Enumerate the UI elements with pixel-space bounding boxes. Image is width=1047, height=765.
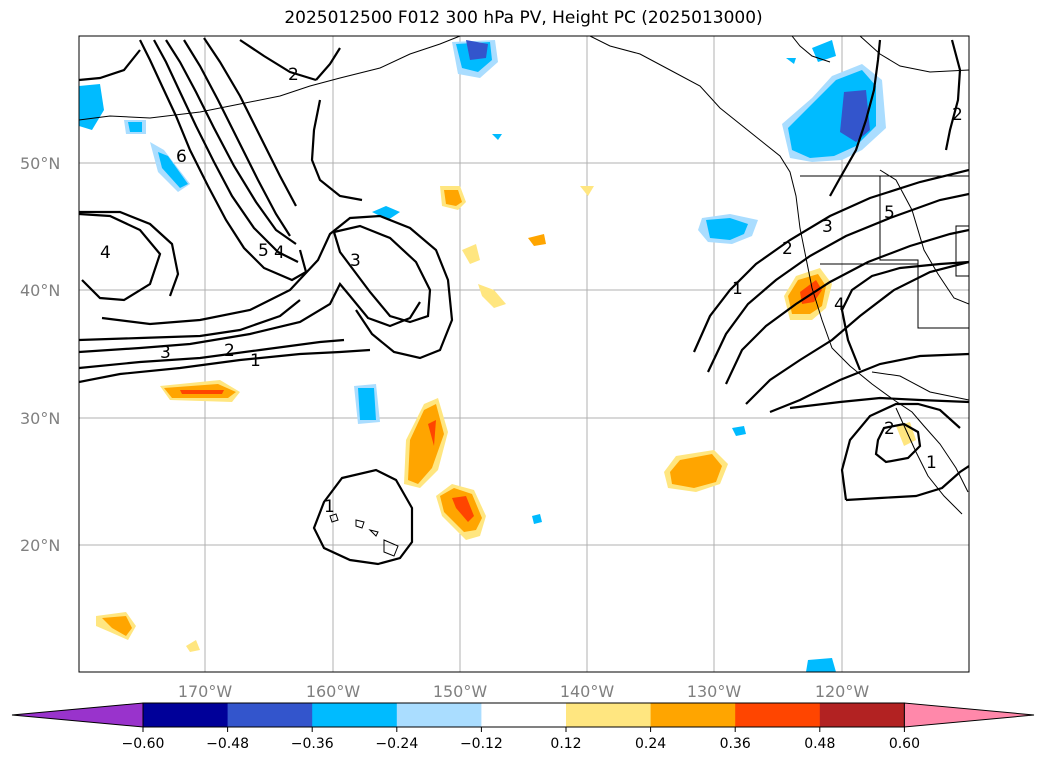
height-contours — [79, 37, 969, 566]
lat-label: 40°N — [20, 281, 60, 300]
colorbar-ticks: −0.60 −0.48 −0.36 −0.24 −0.12 0.12 0.24 0.36 0.4… — [122, 727, 920, 752]
contour-label: 2 — [288, 65, 299, 85]
colorbar-tick-label: −0.48 — [206, 736, 249, 752]
lat-label: 20°N — [20, 536, 60, 555]
hawaii-islands — [329, 513, 399, 557]
colorbar-tick-label: 0.48 — [804, 736, 835, 752]
colorbar-segment — [396, 703, 482, 727]
positive-pv-areas — [96, 186, 916, 652]
contour-label: 3 — [350, 251, 361, 271]
colorbar-tick-label: 0.60 — [889, 736, 920, 752]
colorbar-tick-label: 0.12 — [550, 736, 581, 752]
contour-label: 3 — [160, 343, 171, 363]
contour-label: 4 — [834, 295, 845, 315]
colorbar-tick-label: 0.36 — [720, 736, 751, 752]
coastlines — [79, 36, 969, 515]
lon-label: 140°W — [560, 682, 615, 701]
colorbar-extend-high — [903, 702, 1035, 728]
latitude-labels: 50°N 40°N 30°N 20°N — [20, 154, 60, 555]
contour-label: 1 — [250, 351, 261, 371]
contour-label: 2 — [952, 105, 963, 125]
map-title: 2025012500 F012 300 hPa PV, Height PC (2… — [284, 8, 763, 28]
colorbar-segment — [312, 703, 398, 727]
lon-label: 150°W — [433, 682, 488, 701]
colorbar-tick-label: −0.36 — [291, 736, 334, 752]
contour-label: 2 — [782, 239, 793, 259]
contour-label: 3 — [822, 217, 833, 237]
contour-label: 4 — [274, 243, 285, 263]
colorbar-segment — [143, 703, 229, 727]
contour-label: 1 — [926, 453, 937, 473]
colorbar-tick-label: −0.60 — [122, 736, 165, 752]
contour-labels: 2 6 5 4 3 3 2 1 4 1 1 2 3 5 4 2 1 2 — [100, 65, 963, 517]
lat-label: 30°N — [20, 409, 60, 428]
contour-label: 5 — [884, 203, 895, 223]
contour-label: 5 — [258, 241, 269, 261]
colorbar-extend-low — [11, 702, 144, 728]
contour-label: 6 — [176, 147, 187, 167]
colorbar-segment — [735, 703, 821, 727]
lat-label: 50°N — [20, 154, 60, 173]
lon-label: 160°W — [306, 682, 361, 701]
lon-label: 120°W — [815, 682, 870, 701]
colorbar-tick-label: −0.12 — [460, 736, 503, 752]
lon-label: 170°W — [178, 682, 233, 701]
contour-label: 1 — [732, 279, 743, 299]
colorbar-tick-label: −0.24 — [375, 736, 418, 752]
colorbar-segment — [566, 703, 652, 727]
colorbar — [11, 702, 1035, 728]
colorbar-segment — [819, 703, 905, 727]
contour-label: 2 — [884, 419, 895, 439]
map-frame — [78, 35, 970, 673]
lon-label: 130°W — [687, 682, 742, 701]
longitude-labels: 170°W 160°W 150°W 140°W 130°W 120°W — [178, 682, 870, 701]
colorbar-segment — [227, 703, 313, 727]
colorbar-segment — [650, 703, 736, 727]
contour-label: 1 — [324, 497, 335, 517]
contour-label: 4 — [100, 243, 111, 263]
colorbar-tick-label: 0.24 — [635, 736, 666, 752]
contour-label: 2 — [224, 341, 235, 361]
colorbar-segment — [481, 703, 567, 727]
